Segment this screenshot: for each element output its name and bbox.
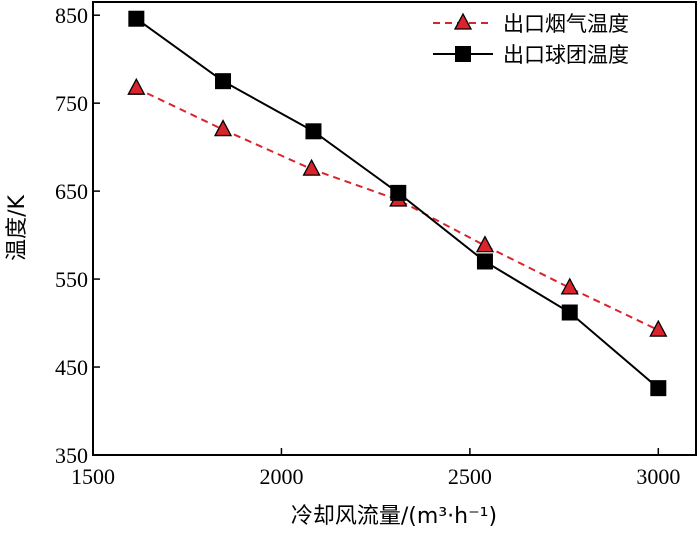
triangle-point	[649, 319, 668, 337]
series-line-0	[135, 87, 659, 331]
legend: 出口烟气温度 出口球团温度	[433, 12, 629, 67]
square-point	[561, 304, 578, 321]
triangle-point	[213, 119, 233, 137]
y-tick-label: 450	[55, 355, 88, 380]
legend-label-pellet: 出口球团温度	[503, 43, 629, 67]
series-layer	[127, 10, 668, 397]
y-tick-label: 650	[55, 179, 88, 204]
plot-frame	[92, 1, 697, 456]
x-tick-label: 2500	[448, 464, 492, 489]
y-tick-label: 750	[55, 91, 88, 116]
x-axis-label: 冷却风流量/(m³·h⁻¹)	[291, 504, 497, 529]
x-tick-label: 1500	[71, 464, 115, 489]
square-point	[215, 73, 232, 90]
y-tick-label: 850	[55, 3, 88, 28]
square-point	[128, 10, 145, 27]
triangle-point	[302, 158, 321, 176]
legend-triangle-marker	[453, 12, 473, 30]
square-point	[390, 184, 407, 201]
legend-label-smoke: 出口烟气温度	[503, 12, 629, 36]
triangle-point	[475, 235, 495, 253]
axis-ticks: 1500 2000 2500 3000 350 450 550 650 750 850	[55, 3, 680, 489]
y-tick-label: 550	[55, 267, 88, 292]
y-axis-label: 温度/K	[5, 195, 30, 261]
y-tick-label: 350	[55, 443, 88, 468]
legend-square-marker	[455, 46, 471, 62]
x-tick-label: 2000	[259, 464, 303, 489]
triangle-point	[560, 277, 579, 295]
triangle-point	[127, 77, 146, 95]
square-point	[476, 253, 493, 270]
square-point	[650, 380, 667, 397]
square-point	[305, 123, 322, 140]
x-tick-label: 3000	[636, 464, 680, 489]
